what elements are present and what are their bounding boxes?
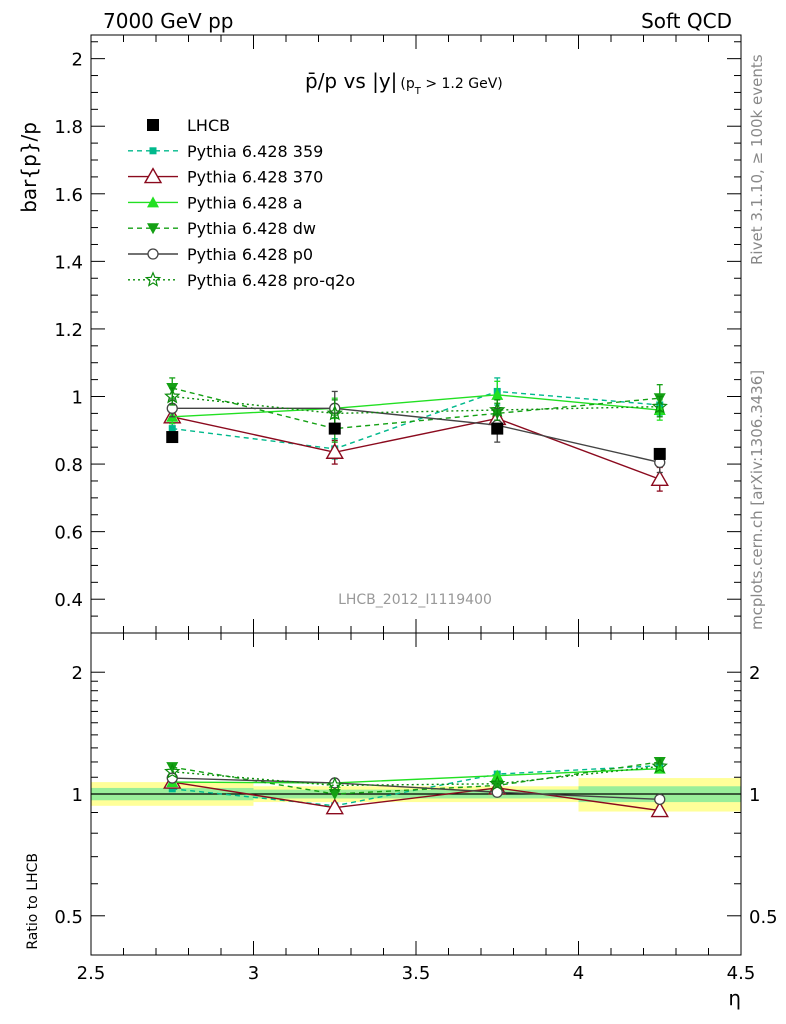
data-point bbox=[651, 398, 668, 414]
main-title-sub: (p bbox=[400, 76, 414, 92]
data-point bbox=[491, 780, 504, 792]
legend-label: Pythia 6.428 p0 bbox=[187, 245, 313, 264]
main-title-sub-T: T bbox=[414, 86, 422, 97]
legend-marker bbox=[149, 147, 157, 155]
ratio-y-tick-label: 0.5 bbox=[54, 907, 83, 928]
main-panel: 0.4 0.6 0.8 1 1.2 1.4 1.6 1.8 2 bbox=[54, 34, 742, 634]
data-point bbox=[325, 798, 344, 815]
data-point bbox=[650, 469, 669, 486]
ratio-y-tick-label-right: 1 bbox=[749, 785, 760, 806]
ratio-y-tick-label: 2 bbox=[72, 663, 83, 684]
series-line bbox=[172, 407, 660, 464]
data-point bbox=[491, 388, 504, 400]
legend-marker bbox=[147, 223, 159, 235]
ratio-y-tick-label: 1 bbox=[72, 785, 83, 806]
ratio-y-tick-label-right: 2 bbox=[749, 663, 760, 684]
main-y-tick-label: 1 bbox=[72, 388, 83, 409]
ratio-panel: 2.5 3 3.5 4 4.5 0.5 0.5 1 1 2 2 bbox=[54, 632, 778, 984]
main-y-tick-label: 1.4 bbox=[54, 252, 83, 273]
data-point bbox=[166, 762, 179, 774]
series-line bbox=[172, 777, 660, 801]
ratio-y-axis-label: Ratio to LHCB bbox=[25, 853, 41, 950]
data-point bbox=[168, 425, 176, 433]
data-point bbox=[166, 431, 179, 444]
legend-label: Pythia 6.428 pro-q2o bbox=[187, 271, 355, 290]
x-tick-label: 4.5 bbox=[727, 963, 756, 984]
data-point bbox=[326, 776, 343, 793]
legend-marker bbox=[147, 196, 159, 208]
legend-marker bbox=[144, 271, 162, 287]
main-y-axis-label: bar{p}/p bbox=[17, 122, 41, 213]
data-point bbox=[650, 801, 669, 818]
data-point bbox=[653, 756, 666, 768]
x-tick-label: 3.5 bbox=[402, 963, 431, 984]
series-line bbox=[172, 765, 660, 787]
data-point bbox=[326, 404, 343, 421]
main-title: p̄/p vs |y| (pT > 1.2 GeV) bbox=[305, 69, 503, 97]
analysis-watermark: LHCB_2012_I1119400 bbox=[338, 592, 492, 608]
main-title-text: p̄/p vs |y| bbox=[305, 69, 397, 93]
data-point bbox=[166, 772, 178, 784]
header-right-label: Soft QCD bbox=[641, 9, 732, 33]
series-line bbox=[172, 767, 660, 784]
data-point bbox=[328, 789, 341, 800]
x-axis-label: η bbox=[728, 986, 741, 1010]
main-y-tick-label: 1.8 bbox=[54, 117, 83, 138]
x-tick-label: 3 bbox=[248, 963, 259, 984]
main-y-tick-label: 1.2 bbox=[54, 320, 83, 341]
data-point bbox=[491, 769, 504, 781]
legend-marker bbox=[143, 167, 163, 184]
ratio-y-tick-label-right: 0.5 bbox=[749, 907, 778, 928]
data-point bbox=[328, 422, 341, 435]
x-tick-label: 2.5 bbox=[77, 963, 106, 984]
data-point bbox=[489, 401, 506, 417]
legend-label: Pythia 6.428 359 bbox=[187, 142, 323, 161]
data-point bbox=[164, 763, 181, 779]
series-line bbox=[172, 416, 660, 480]
series-line bbox=[172, 781, 660, 812]
series-line bbox=[172, 390, 660, 450]
legend: LHCB Pythia 6.428 359 Pythia 6.428 370 Pyth… bbox=[128, 116, 355, 290]
main-y-tick-label: 0.8 bbox=[54, 455, 83, 476]
legend-label: Pythia 6.428 a bbox=[187, 193, 303, 212]
series-line bbox=[172, 394, 660, 418]
legend-label: Pythia 6.428 370 bbox=[187, 168, 323, 187]
data-point bbox=[325, 442, 344, 459]
data-point bbox=[491, 422, 504, 435]
x-tick-label: 4 bbox=[573, 963, 584, 984]
data-point bbox=[164, 387, 181, 404]
main-y-tick-label: 2 bbox=[72, 50, 83, 71]
header-left-label: 7000 GeV pp bbox=[103, 9, 234, 33]
main-y-tick-label: 0.4 bbox=[54, 590, 83, 611]
main-y-tick-label: 0.6 bbox=[54, 523, 83, 544]
legend-label: LHCB bbox=[187, 116, 230, 135]
data-point bbox=[489, 775, 506, 791]
rivet-side-label: Rivet 3.1.10, ≥ 100k events bbox=[748, 54, 766, 265]
mcplots-side-label: mcplots.cern.ch [arXiv:1306.3436] bbox=[748, 370, 766, 630]
data-point bbox=[654, 793, 666, 806]
data-point bbox=[651, 757, 668, 774]
main-y-tick-label: 1.6 bbox=[54, 185, 83, 206]
legend-marker bbox=[147, 119, 159, 131]
series-line bbox=[172, 395, 660, 415]
main-title-sub-rest: > 1.2 GeV) bbox=[421, 76, 503, 92]
data-point bbox=[653, 447, 666, 460]
legend-label: Pythia 6.428 dw bbox=[187, 219, 316, 238]
legend-marker bbox=[147, 248, 159, 260]
